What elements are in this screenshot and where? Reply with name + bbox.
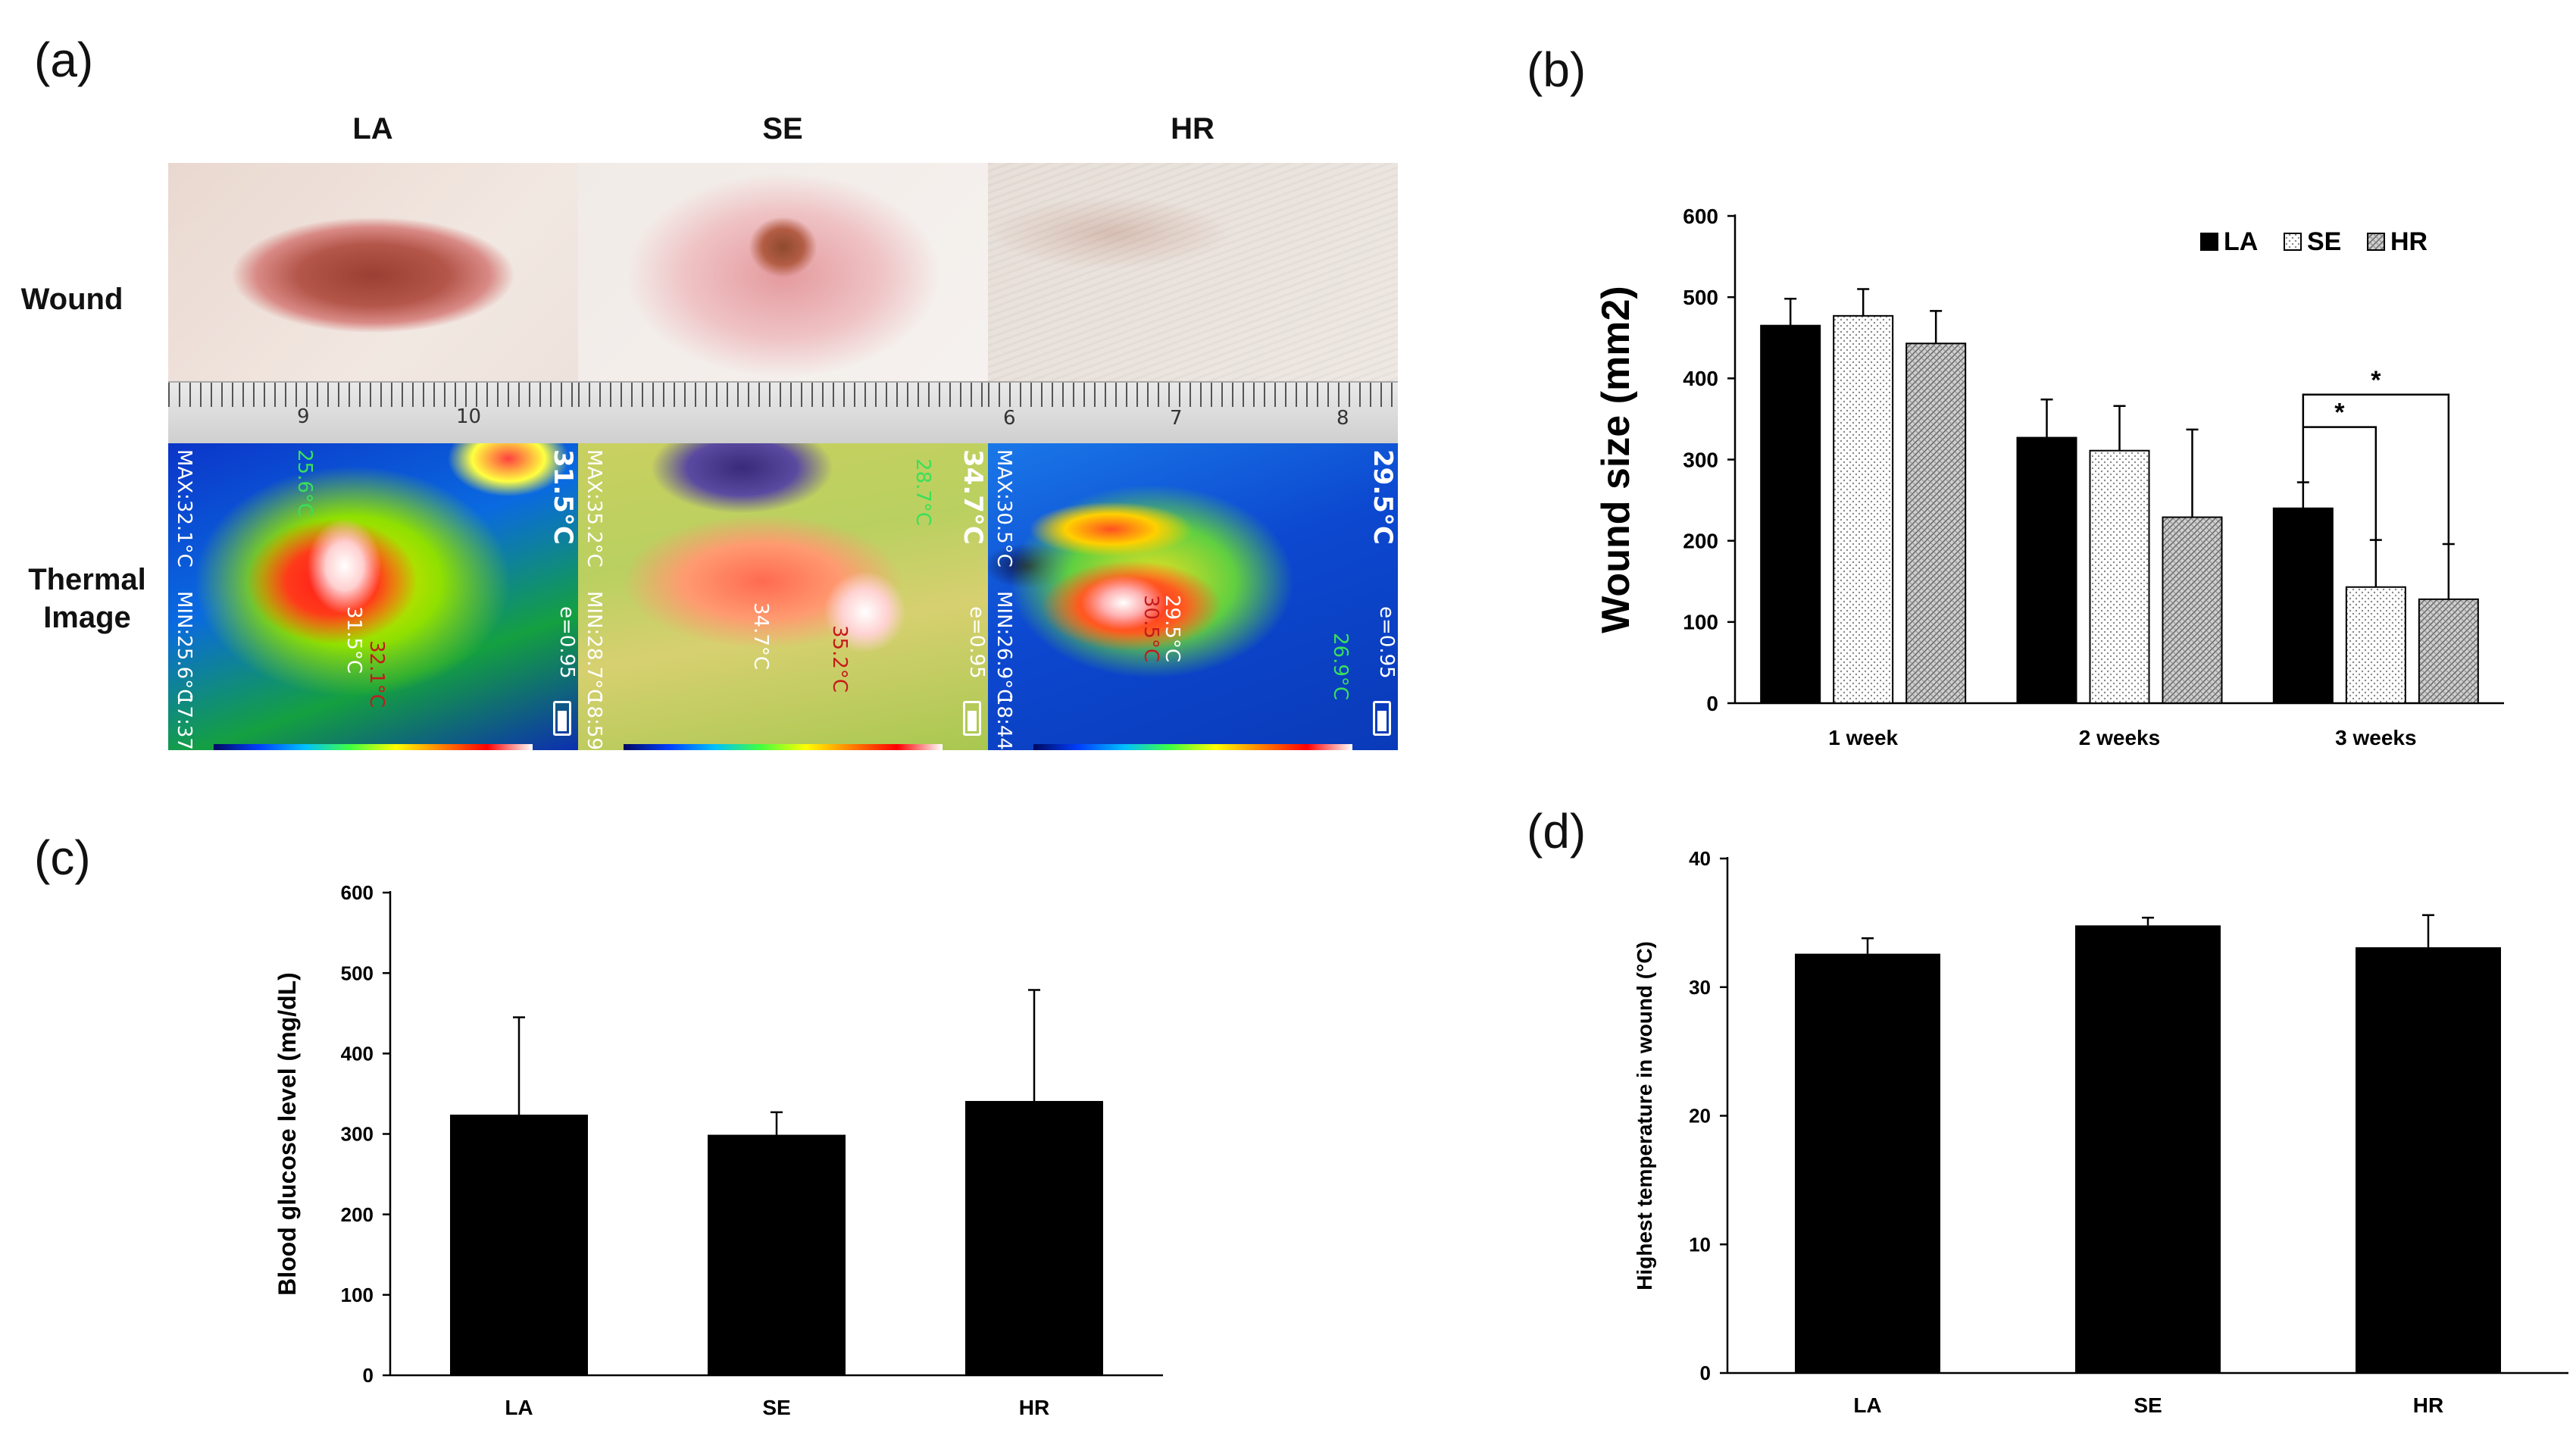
ruler-number: 7: [1170, 407, 1183, 430]
y-tick-label: 300: [341, 1123, 374, 1146]
x-category-label: HR: [2413, 1393, 2443, 1417]
bar: [965, 1100, 1103, 1375]
battery-icon: [1373, 701, 1391, 736]
y-tick-label: 10: [1689, 1233, 1711, 1256]
y-tick-label: 600: [341, 881, 374, 904]
significance-bracket: [2302, 393, 2450, 544]
ruler-number: 6: [1003, 407, 1016, 430]
y-tick-label: 400: [341, 1042, 374, 1065]
bar: [450, 1115, 588, 1375]
x-category-label: 3 weeks: [2335, 726, 2416, 749]
wound-photo-se: [578, 163, 988, 443]
bar-la: [1760, 324, 1821, 704]
thermal-image-hr: MAX:30.5°C MIN:26.9°C 26.9°C 29.5°C 30.5…: [988, 443, 1398, 750]
significance-star: *: [2334, 399, 2345, 427]
ruler-number: 10: [456, 405, 482, 428]
column-label-se: SE: [762, 112, 803, 145]
ruler: [578, 381, 988, 443]
row-label-thermal-image: Thermal Image: [28, 563, 146, 634]
column-label-la: LA: [352, 112, 393, 145]
y-tick-label: 0: [363, 1364, 374, 1387]
y-axis-label: Highest temperature in wound (°C): [1633, 941, 1656, 1290]
bar-hr: [2418, 598, 2479, 704]
ruler-number: 9: [297, 405, 310, 428]
column-label-hr: HR: [1171, 112, 1215, 145]
thermal-image-se: MAX:35.2°C MIN:28.7°C 28.7°C 34.7°C 35.2…: [578, 443, 988, 750]
battery-icon: [963, 701, 981, 736]
y-tick-label: 40: [1689, 847, 1711, 870]
legend-label: HR: [2390, 227, 2428, 256]
ruler: [168, 381, 578, 443]
ruler-number: 8: [1336, 407, 1349, 430]
y-tick-label: 30: [1689, 976, 1711, 999]
y-tick-label: 200: [341, 1203, 374, 1226]
x-category-label: SE: [2134, 1393, 2162, 1417]
thermal-image-la: MAX:32.1°C MIN:25.6°C 25.6°C 31.5°C 32.1…: [168, 443, 578, 750]
y-tick-label: 0: [1700, 1362, 1711, 1384]
x-category-label: 2 weeks: [2079, 726, 2160, 749]
x-category-label: SE: [762, 1396, 790, 1419]
wound-photo-hr: 6 7 8: [988, 163, 1398, 443]
y-axis-label: Blood glucose level (mg/dL): [274, 972, 301, 1296]
bar: [2356, 947, 2501, 1373]
thermal-colorbar: [1033, 744, 1352, 750]
y-tick-label: 0: [1706, 692, 1718, 715]
bar: [1795, 953, 1940, 1373]
panel-label-d: (d): [1527, 804, 1587, 859]
y-tick-label: 100: [1683, 611, 1718, 634]
wound-size-chart: 0 100 200 300 400 500 600 Wound size (mm2) 1 wee…: [1594, 205, 2504, 749]
y-tick-label: 600: [1683, 205, 1718, 228]
panel-label-b: (b): [1527, 42, 1587, 97]
y-tick-label: 500: [341, 962, 374, 984]
bar-se: [2089, 449, 2150, 704]
y-tick-label: 200: [1683, 529, 1718, 552]
legend-label: SE: [2307, 227, 2341, 256]
panel-label-a: (a): [34, 33, 94, 87]
ruler: [988, 381, 1398, 443]
x-category-label: 1 week: [1828, 726, 1898, 749]
legend-swatch: [2200, 233, 2218, 251]
y-axis-label: Wound size (mm2): [1594, 286, 1638, 633]
x-category-label: HR: [1019, 1396, 1049, 1419]
thermal-colorbar: [624, 744, 943, 750]
battery-icon: [553, 701, 571, 736]
significance-star: *: [2371, 366, 2381, 395]
bar: [2075, 925, 2221, 1373]
y-tick-label: 400: [1683, 367, 1718, 390]
thermal-colorbar: [214, 744, 533, 750]
significance-bracket: [2302, 426, 2377, 540]
legend-label: LA: [2224, 227, 2258, 256]
y-tick-label: 20: [1689, 1105, 1711, 1128]
bar: [708, 1134, 846, 1375]
y-tick-label: 300: [1683, 448, 1718, 471]
blood-glucose-chart: 0 100 200 300 400 500 600 Blood glucose level (…: [274, 881, 1163, 1419]
x-category-label: LA: [505, 1396, 533, 1419]
x-category-label: LA: [1853, 1393, 1881, 1417]
legend-swatch: [2367, 233, 2385, 251]
wound-photo-la: 9 10: [168, 163, 578, 443]
row-label-wound: Wound: [20, 283, 123, 316]
panel-label-c: (c): [34, 830, 91, 885]
y-tick-label: 500: [1683, 286, 1718, 309]
y-tick-label: 100: [341, 1284, 374, 1306]
legend-swatch: [2284, 233, 2302, 251]
